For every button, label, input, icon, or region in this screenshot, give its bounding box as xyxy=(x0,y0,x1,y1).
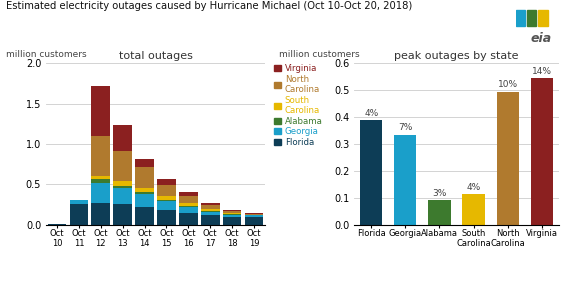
Bar xyxy=(135,187,154,192)
Bar xyxy=(135,159,154,167)
Bar xyxy=(179,203,198,206)
Bar xyxy=(223,213,241,214)
Bar xyxy=(157,196,176,200)
Bar xyxy=(70,200,88,204)
Title: peak outages by state: peak outages by state xyxy=(394,51,519,61)
Bar xyxy=(201,211,219,212)
Bar xyxy=(179,196,198,203)
Bar xyxy=(135,167,154,187)
Text: 4%: 4% xyxy=(364,109,378,118)
Bar xyxy=(201,212,219,215)
Bar xyxy=(135,194,154,207)
Bar xyxy=(201,205,219,209)
Bar xyxy=(157,185,176,196)
Bar xyxy=(179,207,198,213)
Text: 7%: 7% xyxy=(398,124,412,132)
Bar xyxy=(201,209,219,211)
Bar xyxy=(113,185,132,188)
Bar xyxy=(157,201,176,210)
Bar xyxy=(113,181,132,185)
Bar xyxy=(223,211,241,213)
Text: 10%: 10% xyxy=(498,80,518,90)
Bar xyxy=(92,183,110,203)
Bar xyxy=(157,179,176,185)
Text: eia: eia xyxy=(531,32,552,45)
Bar xyxy=(179,192,198,196)
Bar xyxy=(70,204,88,225)
Title: total outages: total outages xyxy=(119,51,192,61)
Bar xyxy=(113,204,132,225)
Text: million customers: million customers xyxy=(6,50,86,59)
Bar xyxy=(179,206,198,207)
Text: 4%: 4% xyxy=(467,183,480,192)
Bar xyxy=(92,179,110,183)
Bar xyxy=(245,213,263,214)
Bar xyxy=(527,10,536,26)
Bar xyxy=(113,188,132,204)
Bar xyxy=(516,10,525,26)
Bar xyxy=(179,213,198,225)
Text: Estimated electricity outages caused by Hurricane Michael (Oct 10-Oct 20, 2018): Estimated electricity outages caused by … xyxy=(6,1,412,12)
Bar xyxy=(429,200,450,225)
Text: 14%: 14% xyxy=(532,67,552,76)
Bar xyxy=(245,214,263,215)
Bar xyxy=(113,151,132,181)
Bar xyxy=(223,210,241,211)
Bar xyxy=(245,217,263,225)
Bar xyxy=(113,126,132,151)
Bar xyxy=(92,86,110,136)
Bar xyxy=(92,176,110,179)
Bar xyxy=(92,203,110,225)
Bar xyxy=(223,217,241,225)
Bar xyxy=(497,92,518,225)
Bar xyxy=(530,78,553,225)
Text: million customers: million customers xyxy=(279,50,360,59)
Bar xyxy=(201,203,219,205)
Bar xyxy=(92,136,110,176)
Bar xyxy=(135,192,154,194)
Bar xyxy=(223,215,241,217)
Bar xyxy=(395,134,416,225)
Bar xyxy=(135,207,154,225)
Bar xyxy=(157,200,176,201)
Bar xyxy=(245,215,263,217)
Bar xyxy=(157,210,176,225)
Bar xyxy=(48,224,66,225)
Bar xyxy=(539,10,548,26)
Bar xyxy=(201,215,219,225)
Legend: Virginia, North
Carolina, South
Carolina, Alabama, Georgia, Florida: Virginia, North Carolina, South Carolina… xyxy=(274,65,323,147)
Bar xyxy=(360,120,382,225)
Text: 3%: 3% xyxy=(432,189,446,198)
Bar xyxy=(463,194,484,225)
